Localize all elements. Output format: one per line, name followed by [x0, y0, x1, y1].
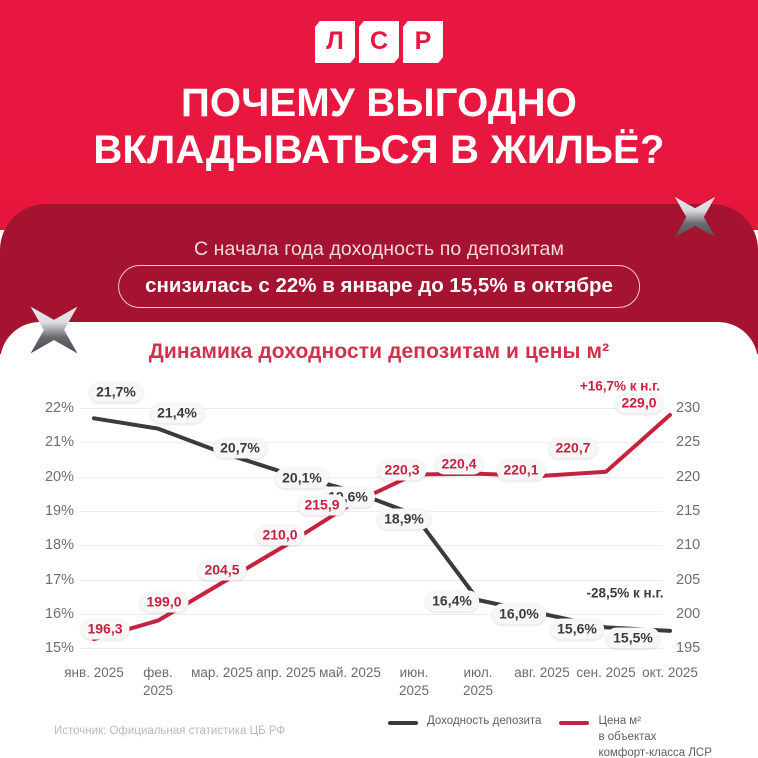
x-axis-tick: май. 2025 [319, 665, 381, 680]
logo-letter-3: Р [414, 26, 432, 55]
chart-title: Динамика доходности депозитам и цены м² [148, 340, 610, 363]
x-axis-tick: июл. 2025 [462, 665, 494, 698]
gridline [80, 477, 663, 478]
banner-highlight-pill: снизилась с 22% в январе до 15,5% в октя… [118, 265, 640, 308]
legend-label-price: Цена м² в объектах комфорт-класса ЛСР [598, 715, 712, 758]
logo-tile-3: Р [403, 21, 443, 63]
legend-item-price: Цена м² в объектах комфорт-класса ЛСР [559, 714, 712, 758]
price-per-sqm-line [92, 412, 672, 642]
data-label-red: 220,7 [548, 437, 598, 459]
data-label-gray: 21,7% [89, 381, 143, 403]
y-axis-right-tick: 195 [676, 640, 701, 656]
data-label-red: 220,3 [377, 459, 427, 481]
gridline [80, 545, 663, 546]
data-label-gray: 21,4% [150, 402, 204, 424]
hero-title-line-1: ПОЧЕМУ ВЫГОДНО [180, 81, 578, 125]
logo-letter-1: Л [326, 26, 344, 55]
hero-title-line-2: ВКЛАДЫВАТЬСЯ В ЖИЛЬЁ? [93, 127, 665, 172]
data-label-gray: 20,7% [213, 437, 267, 459]
data-label-red: 220,4 [434, 453, 484, 475]
x-axis-tick: июн. 2025 [398, 665, 430, 698]
y-axis-left-tick: 21% [44, 434, 74, 450]
gridline [80, 614, 663, 615]
x-axis-tick: авг. 2025 [514, 665, 570, 680]
data-label-gray: 20,1% [275, 467, 329, 489]
x-axis-tick: фев. 2025 [142, 665, 174, 698]
x-axis-tick: апр. 2025 [256, 665, 316, 680]
x-axis-tick: мар. 2025 [191, 665, 253, 680]
legend-item-deposit: Доходность депозита [388, 714, 541, 730]
y-axis-right-tick: 200 [676, 606, 701, 622]
y-axis-right-tick: 210 [676, 537, 701, 553]
data-label-gray: 16,0% [492, 603, 546, 625]
source-note: Источник: Официальная статистика ЦБ РФ [54, 725, 286, 737]
data-label-gray: 15,5% [606, 627, 660, 649]
annotation-price-growth: +16,7% к н.г. [579, 378, 661, 394]
x-axis-tick: окт. 2025 [642, 665, 698, 680]
y-axis-left-tick: 20% [44, 469, 74, 485]
data-label-gray: 15,6% [550, 618, 604, 640]
y-axis-left-tick: 22% [44, 400, 74, 416]
data-label-red: 215,9 [297, 494, 347, 516]
data-label-red: 196,3 [80, 618, 130, 640]
data-label-red: 199,0 [139, 591, 189, 613]
y-axis-left-tick: 18% [44, 537, 74, 553]
logo-tile-1: Л [315, 21, 355, 63]
gridline [80, 580, 663, 581]
data-label-red: 204,5 [197, 559, 247, 581]
x-axis-tick: янв. 2025 [64, 665, 124, 680]
y-axis-right-tick: 230 [676, 400, 701, 416]
logo-letter-2: С [369, 26, 389, 55]
banner-lead-text: С начала года доходность по депозитам [193, 238, 564, 260]
y-axis-left-tick: 16% [44, 606, 74, 622]
logo-tile-2: С [359, 21, 399, 63]
lsr-logo: Л С Р [0, 20, 758, 64]
y-axis-right-tick: 215 [676, 503, 701, 519]
legend-label-deposit: Доходность депозита [427, 715, 542, 727]
data-label-red: 220,1 [496, 459, 546, 481]
data-label-red: 210,0 [255, 524, 305, 546]
hero-title: ПОЧЕМУ ВЫГОДНО ВКЛАДЫВАТЬСЯ В ЖИЛЬЁ? [0, 80, 758, 174]
y-axis-right-tick: 205 [676, 572, 701, 588]
y-axis-left-tick: 15% [44, 640, 74, 656]
x-axis-tick: сен. 2025 [576, 665, 636, 680]
y-axis-right-tick: 220 [676, 469, 701, 485]
y-axis-left-tick: 17% [44, 572, 74, 588]
legend-swatch-gray [388, 721, 418, 725]
gridline [80, 408, 663, 409]
data-label-gray: 16,4% [425, 590, 479, 612]
data-label-gray: 18,9% [377, 508, 431, 530]
gridline [80, 511, 663, 512]
gridline [80, 442, 663, 443]
chart-plot-area: 22% 21% 20% 19% 18% 17% 16% 15% 230 225 … [0, 378, 758, 698]
y-axis-right-tick: 225 [676, 434, 701, 450]
annotation-yield-decline: -28,5% к н.г. [586, 585, 664, 601]
legend-swatch-red [559, 721, 590, 725]
chart-legend: Доходность депозита Цена м² в объектах к… [388, 714, 712, 758]
gridline [80, 648, 663, 649]
data-label-red: 229,0 [614, 392, 664, 414]
y-axis-left-tick: 19% [44, 503, 74, 519]
